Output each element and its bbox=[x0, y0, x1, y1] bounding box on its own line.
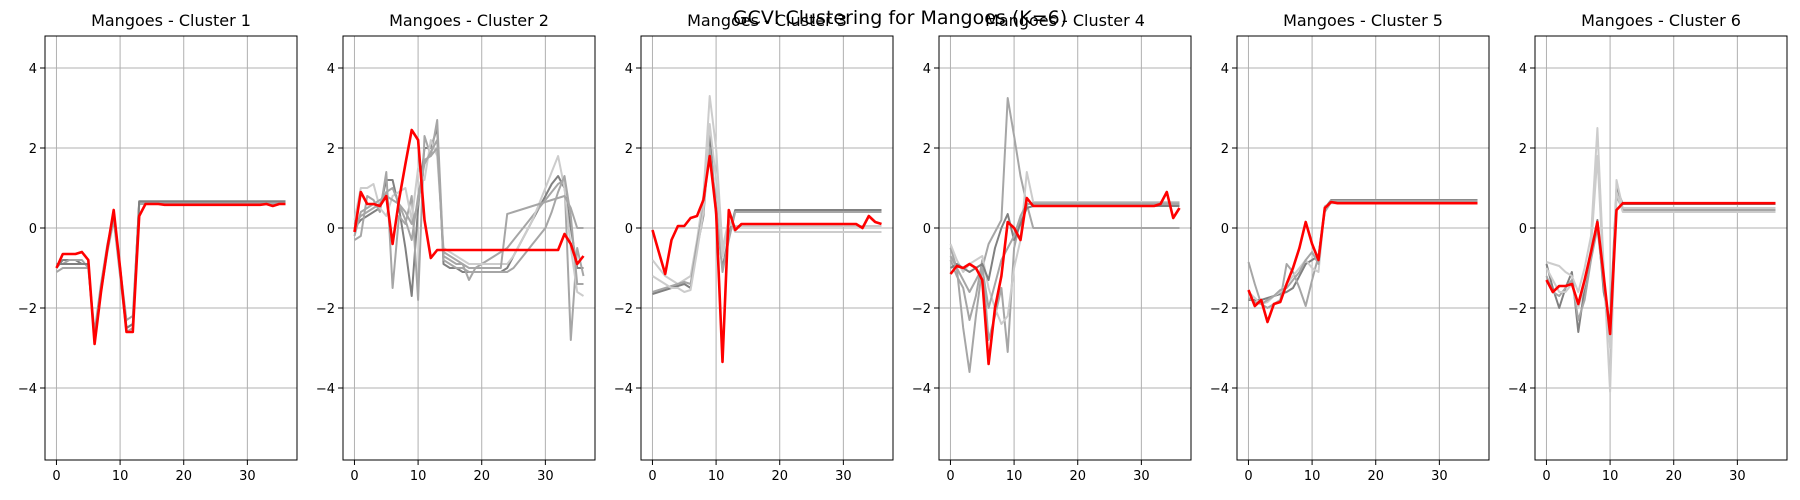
x-tick-label: 10 bbox=[410, 469, 427, 484]
y-tick-label: −2 bbox=[1210, 302, 1229, 317]
plot-area bbox=[641, 36, 893, 460]
x-tick-label: 20 bbox=[1069, 469, 1086, 484]
figure-suptitle: GCVI Clustering for Mangoes (K=6) bbox=[733, 7, 1067, 29]
y-tick-label: −4 bbox=[1508, 382, 1527, 397]
panel-title: Mangoes - Cluster 6 bbox=[1581, 11, 1741, 30]
y-tick-label: 0 bbox=[29, 222, 37, 237]
member-series-1 bbox=[949, 97, 1180, 373]
y-tick-label: 2 bbox=[1221, 142, 1229, 157]
centroid-series bbox=[1247, 200, 1478, 324]
panel-title: Mangoes - Cluster 4 bbox=[985, 11, 1145, 30]
panel-title: Mangoes - Cluster 3 bbox=[687, 11, 847, 30]
x-tick-label: 20 bbox=[473, 469, 490, 484]
y-tick-label: −4 bbox=[18, 382, 37, 397]
y-tick-label: 2 bbox=[923, 142, 931, 157]
axes-frame bbox=[1236, 35, 1490, 461]
y-tick-label: −4 bbox=[316, 382, 335, 397]
x-tick-label: 30 bbox=[835, 469, 852, 484]
y-tick-label: 2 bbox=[327, 142, 335, 157]
y-tick-label: −4 bbox=[1210, 382, 1229, 397]
x-tick-label: 30 bbox=[1729, 469, 1746, 484]
x-tick-label: 0 bbox=[350, 469, 358, 484]
x-tick-label: 10 bbox=[1006, 469, 1023, 484]
centroid-series bbox=[1545, 201, 1776, 336]
y-tick-label: 2 bbox=[1519, 142, 1527, 157]
member-series-4 bbox=[1247, 199, 1478, 305]
y-tick-label: −4 bbox=[614, 382, 633, 397]
x-tick-label: 10 bbox=[708, 469, 725, 484]
member-series-5 bbox=[949, 202, 1180, 309]
member-series-5 bbox=[353, 147, 584, 269]
plot-area bbox=[343, 36, 595, 460]
centroid-series bbox=[949, 190, 1181, 366]
y-tick-label: 4 bbox=[327, 62, 335, 77]
plot-area bbox=[45, 36, 297, 460]
y-tick-label: 4 bbox=[29, 62, 37, 77]
y-tick-label: 0 bbox=[327, 222, 335, 237]
y-tick-label: 4 bbox=[923, 62, 931, 77]
axes-frame bbox=[640, 35, 894, 461]
y-tick-label: −2 bbox=[1508, 302, 1527, 317]
y-tick-label: 4 bbox=[1519, 62, 1527, 77]
centroid-series bbox=[651, 154, 882, 364]
plot-area bbox=[939, 36, 1191, 460]
x-tick-label: 10 bbox=[1602, 469, 1619, 484]
x-tick-label: 0 bbox=[1244, 469, 1252, 484]
member-series-2 bbox=[651, 95, 882, 285]
y-tick-label: 4 bbox=[1221, 62, 1229, 77]
panel-title: Mangoes - Cluster 5 bbox=[1283, 11, 1443, 30]
y-tick-label: −2 bbox=[614, 302, 633, 317]
y-tick-label: −2 bbox=[18, 302, 37, 317]
axes-frame bbox=[938, 35, 1192, 461]
member-series-3 bbox=[949, 171, 1180, 325]
plot-area bbox=[1535, 36, 1787, 460]
centroid-series bbox=[353, 128, 585, 266]
y-tick-label: 0 bbox=[1221, 222, 1229, 237]
member-series-4 bbox=[651, 123, 882, 293]
panel-title: Mangoes - Cluster 1 bbox=[91, 11, 251, 30]
axes-frame bbox=[44, 35, 298, 461]
member-series-2 bbox=[353, 119, 585, 341]
x-tick-label: 0 bbox=[52, 469, 60, 484]
member-series-3 bbox=[1545, 195, 1776, 341]
axes-frame bbox=[342, 35, 596, 461]
panel-title: Mangoes - Cluster 2 bbox=[389, 11, 549, 30]
x-tick-label: 30 bbox=[537, 469, 554, 484]
x-tick-label: 20 bbox=[771, 469, 788, 484]
x-tick-label: 20 bbox=[1665, 469, 1682, 484]
x-tick-label: 10 bbox=[112, 469, 129, 484]
y-tick-label: 2 bbox=[625, 142, 633, 157]
y-tick-label: −2 bbox=[316, 302, 335, 317]
x-tick-label: 20 bbox=[1367, 469, 1384, 484]
y-tick-label: 4 bbox=[625, 62, 633, 77]
member-series-4 bbox=[353, 139, 584, 285]
y-tick-label: 0 bbox=[625, 222, 633, 237]
x-tick-label: 30 bbox=[239, 469, 256, 484]
y-tick-label: −4 bbox=[912, 382, 931, 397]
x-tick-label: 0 bbox=[1542, 469, 1550, 484]
centroid-series bbox=[55, 202, 286, 346]
y-tick-label: −2 bbox=[912, 302, 931, 317]
x-tick-label: 10 bbox=[1304, 469, 1321, 484]
x-tick-label: 30 bbox=[1133, 469, 1150, 484]
y-tick-label: 0 bbox=[923, 222, 931, 237]
y-tick-label: 2 bbox=[29, 142, 37, 157]
y-tick-label: 0 bbox=[1519, 222, 1527, 237]
plot-area bbox=[1237, 36, 1489, 460]
x-tick-label: 0 bbox=[946, 469, 954, 484]
x-tick-label: 30 bbox=[1431, 469, 1448, 484]
member-series-2 bbox=[1546, 127, 1776, 393]
x-tick-label: 0 bbox=[648, 469, 656, 484]
x-tick-label: 20 bbox=[175, 469, 192, 484]
axes-frame bbox=[1534, 35, 1788, 461]
member-series-3 bbox=[353, 139, 585, 297]
